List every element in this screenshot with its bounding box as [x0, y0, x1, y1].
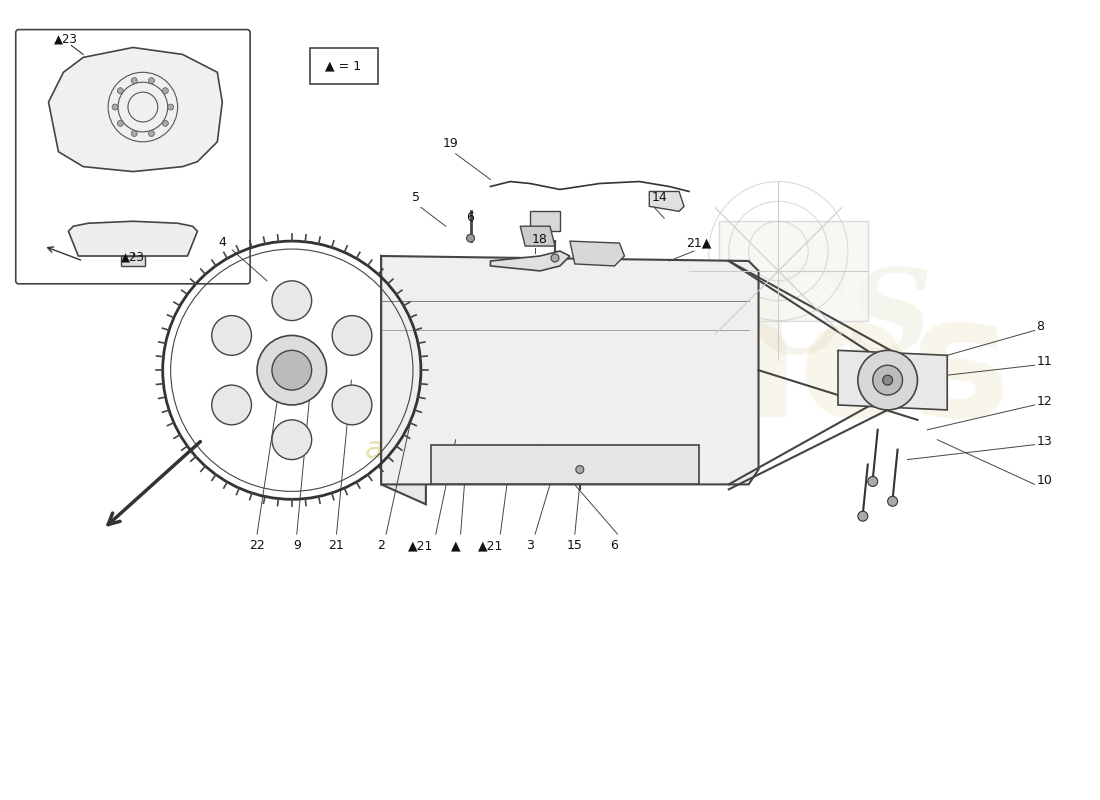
Circle shape	[148, 78, 154, 83]
Polygon shape	[431, 445, 698, 485]
Text: 21▲: 21▲	[686, 236, 712, 249]
Polygon shape	[530, 211, 560, 231]
Circle shape	[163, 121, 168, 126]
Circle shape	[858, 350, 917, 410]
Circle shape	[211, 315, 252, 355]
Text: ▲: ▲	[451, 539, 461, 552]
Polygon shape	[570, 241, 625, 266]
Text: 9: 9	[293, 539, 300, 552]
Text: 8: 8	[1036, 321, 1045, 334]
Text: MCS: MCS	[624, 263, 933, 378]
Circle shape	[332, 385, 372, 425]
Circle shape	[466, 234, 474, 242]
Text: 19: 19	[443, 137, 459, 150]
Text: ▲ = 1: ▲ = 1	[326, 60, 362, 73]
Text: 22: 22	[250, 539, 265, 552]
Circle shape	[332, 315, 372, 355]
Polygon shape	[491, 251, 570, 271]
Text: 4: 4	[219, 236, 227, 249]
Text: 2: 2	[377, 539, 385, 552]
Polygon shape	[68, 222, 198, 256]
Text: 6: 6	[466, 211, 474, 224]
Circle shape	[858, 511, 868, 521]
Text: ▲23: ▲23	[54, 33, 77, 46]
Text: 12: 12	[1036, 395, 1053, 408]
Circle shape	[551, 254, 559, 262]
Text: 14: 14	[651, 191, 667, 204]
Circle shape	[131, 78, 138, 83]
Circle shape	[272, 350, 311, 390]
Circle shape	[257, 335, 327, 405]
Text: ▲21: ▲21	[477, 539, 503, 552]
Polygon shape	[649, 191, 684, 211]
Text: 13: 13	[1036, 434, 1053, 448]
Polygon shape	[520, 226, 556, 246]
Text: 5: 5	[411, 191, 420, 204]
Circle shape	[163, 88, 168, 94]
Text: 15: 15	[566, 539, 583, 552]
Circle shape	[112, 104, 118, 110]
Circle shape	[131, 130, 138, 137]
Text: mes: mes	[625, 289, 1011, 452]
Circle shape	[167, 104, 174, 110]
Circle shape	[272, 420, 311, 459]
Circle shape	[575, 466, 584, 474]
Circle shape	[118, 88, 123, 94]
Polygon shape	[382, 256, 759, 485]
Text: 18: 18	[532, 233, 548, 246]
Text: a passion for excellence: a passion for excellence	[365, 435, 735, 464]
Circle shape	[148, 130, 154, 137]
Text: 6: 6	[610, 539, 618, 552]
Circle shape	[888, 496, 898, 506]
Text: ▲21: ▲21	[408, 539, 433, 552]
Circle shape	[211, 385, 252, 425]
Circle shape	[118, 121, 123, 126]
Circle shape	[882, 375, 892, 385]
Circle shape	[272, 281, 311, 321]
Polygon shape	[382, 256, 426, 504]
Polygon shape	[718, 222, 868, 321]
Polygon shape	[48, 47, 222, 171]
Text: 21: 21	[329, 539, 344, 552]
Polygon shape	[838, 350, 947, 410]
Polygon shape	[121, 256, 145, 266]
Text: 10: 10	[1036, 474, 1053, 487]
Circle shape	[872, 366, 902, 395]
Circle shape	[868, 477, 878, 486]
Text: 11: 11	[1036, 355, 1053, 368]
FancyBboxPatch shape	[310, 49, 378, 84]
FancyBboxPatch shape	[15, 30, 250, 284]
Text: ▲23: ▲23	[121, 251, 145, 264]
Text: 3: 3	[526, 539, 535, 552]
